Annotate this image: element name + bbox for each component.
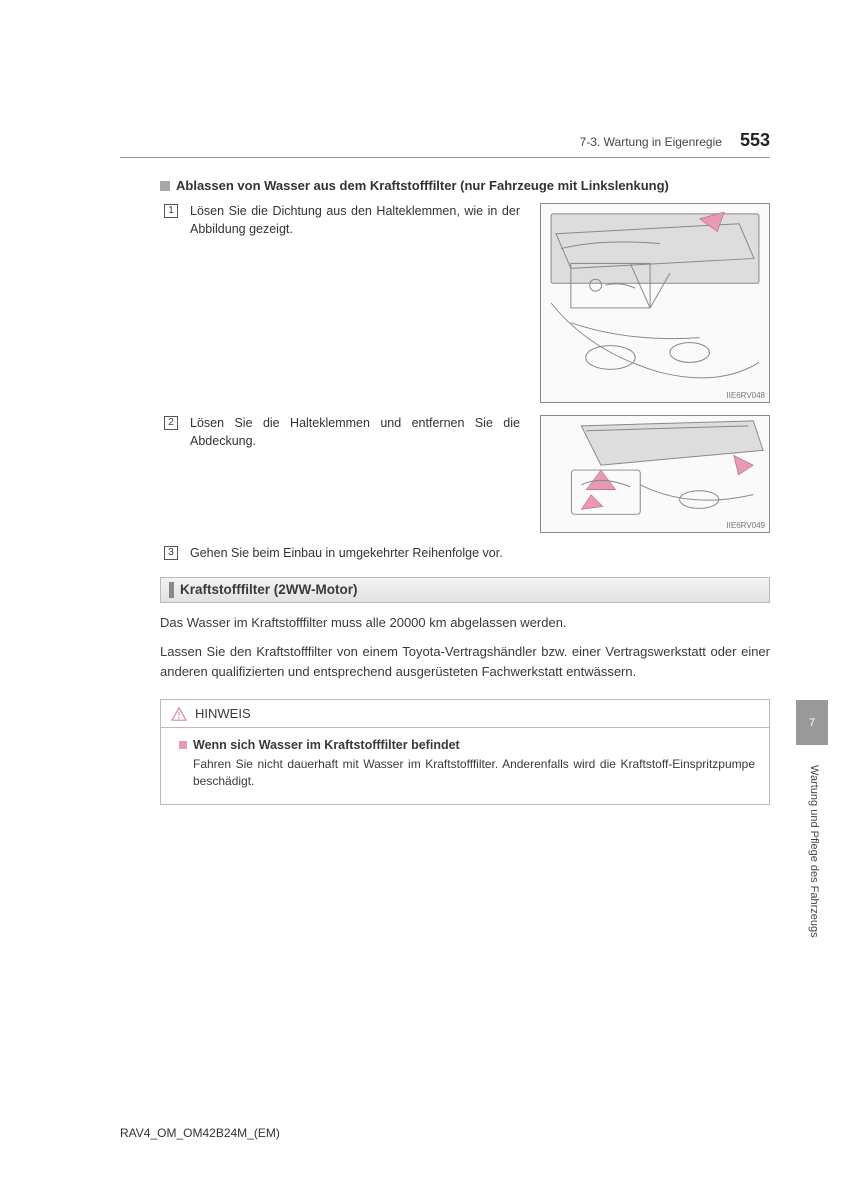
step-1: 1 Lösen Sie die Dichtung aus den Haltekl… — [164, 203, 770, 403]
warning-icon — [171, 707, 187, 721]
section-box: Kraftstofffilter (2WW-Motor) — [160, 577, 770, 603]
subsection-title: Ablassen von Wasser aus dem Kraftstofffi… — [160, 178, 770, 193]
step-number: 1 — [164, 204, 178, 218]
notice-header: HINWEIS — [161, 700, 769, 728]
notice-subtitle: Wenn sich Wasser im Kraftstofffilter bef… — [193, 738, 460, 752]
notice-text: Fahren Sie nicht dauerhaft mit Wasser im… — [193, 756, 755, 790]
notice-label: HINWEIS — [195, 706, 251, 721]
step-text: Lösen Sie die Halteklemmen und entfernen… — [190, 415, 528, 533]
step-3: 3 Gehen Sie beim Einbau in umgekehrter R… — [164, 545, 770, 563]
header-divider — [120, 157, 770, 158]
chapter-tab: 7 — [796, 700, 828, 745]
figure-caption: IIE6RV048 — [726, 391, 765, 400]
step-number: 3 — [164, 546, 178, 560]
body-paragraph: Lassen Sie den Kraftstofffilter von eine… — [160, 642, 770, 681]
subsection-text: Ablassen von Wasser aus dem Kraftstofffi… — [176, 178, 669, 193]
diagram-1 — [541, 204, 769, 402]
page-header: 7-3. Wartung in Eigenregie 553 — [120, 130, 770, 151]
body-paragraph: Das Wasser im Kraftstofffilter muss alle… — [160, 613, 770, 633]
step-text: Lösen Sie die Dichtung aus den Halteklem… — [190, 203, 528, 403]
section-header: Kraftstofffilter (2WW-Motor) — [160, 577, 770, 603]
notice-box: HINWEIS Wenn sich Wasser im Kraftstofffi… — [160, 699, 770, 805]
pink-square-icon — [179, 741, 187, 749]
step-number: 2 — [164, 416, 178, 430]
manual-page: 7-3. Wartung in Eigenregie 553 Ablassen … — [0, 0, 848, 1200]
chapter-number: 7 — [809, 717, 815, 729]
section-header-text: Kraftstofffilter (2WW-Motor) — [180, 582, 357, 597]
notice-body: Wenn sich Wasser im Kraftstofffilter bef… — [161, 728, 769, 804]
page-number: 553 — [740, 130, 770, 151]
step-text: Gehen Sie beim Einbau in umgekehrter Rei… — [190, 545, 770, 563]
header-bar-icon — [169, 582, 174, 598]
figure-caption: IIE6RV049 — [726, 521, 765, 530]
step-figure: IIE6RV048 — [540, 203, 770, 403]
notice-subtitle-row: Wenn sich Wasser im Kraftstofffilter bef… — [179, 738, 755, 752]
section-label: 7-3. Wartung in Eigenregie — [580, 135, 722, 149]
footer-code: RAV4_OM_OM42B24M_(EM) — [120, 1126, 280, 1140]
square-bullet-icon — [160, 181, 170, 191]
diagram-2 — [541, 416, 769, 532]
step-figure: IIE6RV049 — [540, 415, 770, 533]
chapter-label: Wartung und Pflege des Fahrzeugs — [808, 765, 820, 938]
step-2: 2 Lösen Sie die Halteklemmen und entfern… — [164, 415, 770, 533]
